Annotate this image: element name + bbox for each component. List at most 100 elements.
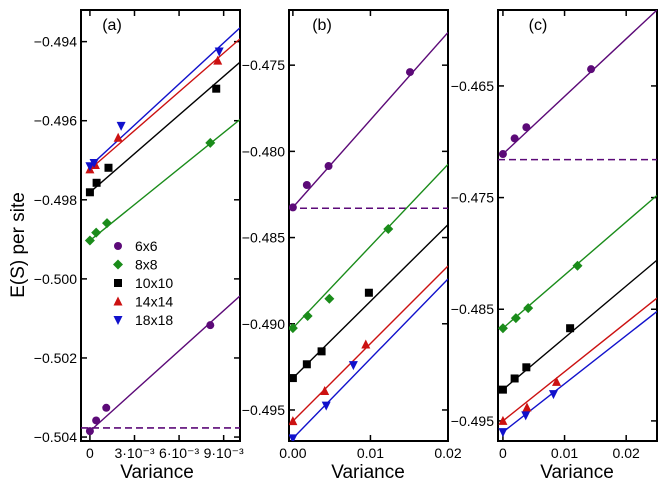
panel-label-b: (b) [312, 17, 332, 34]
y-tick-label-a-5: −0.494 [34, 34, 77, 50]
panel-label-c: (c) [529, 17, 548, 34]
point-a-8x8-0 [84, 235, 95, 246]
point-c-14x14-0 [498, 415, 508, 425]
fit-line-a-18x18 [89, 27, 240, 167]
x-tick-label-a-1: 3·10⁻³ [114, 445, 154, 461]
x-tick-label-b-1: 0.01 [357, 445, 384, 461]
plot-frame-a [80, 9, 241, 442]
fit-line-a-14x14 [89, 38, 240, 170]
point-a-18x18-3 [214, 47, 224, 57]
point-c-6x6-3 [587, 65, 596, 74]
y-tick-label-c-1: −0.485 [451, 301, 494, 317]
x-tick-label-a-2: 6·10⁻³ [159, 445, 199, 461]
point-c-8x8-0 [498, 323, 508, 334]
fit-line-b-6x6 [292, 31, 448, 208]
panel-label-a: (a) [102, 17, 122, 34]
x-tick-label-c-1: 0.01 [551, 445, 578, 461]
legend-label-14x14: 14x14 [135, 294, 173, 310]
panel-c: (c) Variance 0 0.01 0.02 −0.495 −0.485 −0.475… [451, 9, 658, 483]
y-tick-label-a-2: −0.500 [34, 271, 77, 287]
point-a-6x6-2 [102, 403, 111, 412]
point-a-8x8-1 [91, 227, 102, 238]
legend-marker-6x6 [114, 242, 122, 250]
point-b-8x8-3 [383, 223, 394, 234]
point-a-6x6-1 [92, 416, 101, 425]
point-c-10x10-2 [522, 363, 531, 372]
x-axis-label-a: Variance [120, 462, 194, 483]
x-tick-label-b-0: 0.00 [279, 445, 306, 461]
x-tick-label-a-0: 0 [86, 445, 94, 461]
legend-label-6x6: 6x6 [135, 238, 158, 254]
point-b-14x14-0 [289, 416, 298, 426]
legend-marker-8x8 [113, 259, 123, 270]
point-b-8x8-0 [289, 323, 298, 334]
x-tick-label-c-2: 0.02 [613, 445, 640, 461]
fit-line-b-18x18 [292, 278, 448, 439]
point-b-10x10-0 [289, 374, 297, 383]
x-tick-label-c-0: 0 [499, 445, 507, 461]
legend-label-8x8: 8x8 [135, 257, 158, 273]
point-b-14x14-1 [320, 386, 330, 396]
x-tick-label-b-2: 0.02 [434, 445, 461, 461]
point-a-18x18-1 [89, 159, 99, 169]
y-tick-label-c-2: −0.475 [451, 190, 494, 206]
x-tick-label-a-3: 9·10⁻³ [204, 445, 244, 461]
y-tick-label-a-3: −0.498 [34, 192, 77, 208]
x-axis-label-c: Variance [540, 462, 614, 483]
point-a-18x18-2 [116, 121, 126, 131]
point-b-6x6-1 [302, 180, 311, 189]
point-c-8x8-3 [572, 260, 583, 271]
point-b-18x18-0 [289, 434, 298, 441]
point-a-6x6-3 [206, 321, 215, 330]
point-a-14x14-3 [213, 55, 223, 65]
point-c-10x10-3 [566, 324, 575, 333]
point-c-14x14-1 [522, 402, 532, 412]
y-axis-label: E(S) per site [8, 192, 29, 298]
y-tick-label-b-3: −0.480 [242, 143, 285, 159]
panel-a: (a) Variance 0 3·10⁻³ 6·10⁻³ 9·10⁻³ −0.504 −0… [34, 9, 244, 483]
y-tick-label-a-1: −0.502 [34, 350, 77, 366]
point-a-18x18-0 [85, 162, 95, 172]
point-b-8x8-2 [324, 293, 335, 304]
legend-marker-14x14 [113, 296, 123, 306]
point-b-10x10-2 [317, 347, 326, 356]
point-b-6x6-2 [324, 162, 333, 171]
point-a-10x10-0 [85, 188, 94, 197]
point-b-6x6-3 [405, 68, 414, 77]
plot-area-b [289, 31, 448, 441]
point-c-10x10-1 [510, 374, 519, 383]
point-c-18x18-1 [521, 411, 531, 421]
point-a-8x8-3 [205, 137, 216, 148]
fit-line-a-8x8 [89, 118, 240, 242]
point-b-18x18-2 [348, 361, 358, 371]
point-b-10x10-3 [364, 288, 373, 297]
point-c-14x14-2 [552, 376, 562, 386]
point-a-8x8-2 [102, 218, 113, 229]
legend-marker-18x18 [113, 316, 123, 325]
legend-label-10x10: 10x10 [135, 275, 173, 291]
y-tick-label-a-0: −0.504 [34, 429, 77, 445]
point-b-10x10-1 [302, 360, 311, 369]
point-b-6x6-0 [289, 203, 297, 212]
plot-area-c [498, 10, 657, 438]
point-b-8x8-1 [302, 311, 313, 322]
point-c-6x6-1 [510, 134, 519, 143]
x-axis-label-b: Variance [331, 462, 405, 483]
fit-line-b-10x10 [292, 224, 448, 379]
y-tick-label-b-2: −0.485 [242, 230, 285, 246]
point-a-10x10-2 [104, 163, 113, 172]
fit-line-c-6x6 [502, 10, 657, 155]
plot-frame-b [288, 9, 449, 442]
point-c-18x18-2 [548, 390, 558, 400]
y-tick-label-a-4: −0.496 [34, 113, 77, 129]
plot-frame-c [497, 9, 658, 442]
legend-label-18x18: 18x18 [135, 312, 173, 328]
point-c-10x10-0 [498, 385, 507, 394]
point-b-14x14-2 [361, 339, 371, 349]
point-c-6x6-2 [522, 123, 531, 132]
fit-line-c-14x14 [502, 297, 657, 422]
y-tick-label-c-0: −0.495 [451, 413, 494, 429]
point-a-10x10-3 [212, 84, 221, 93]
fit-line-a-6x6 [89, 295, 240, 432]
